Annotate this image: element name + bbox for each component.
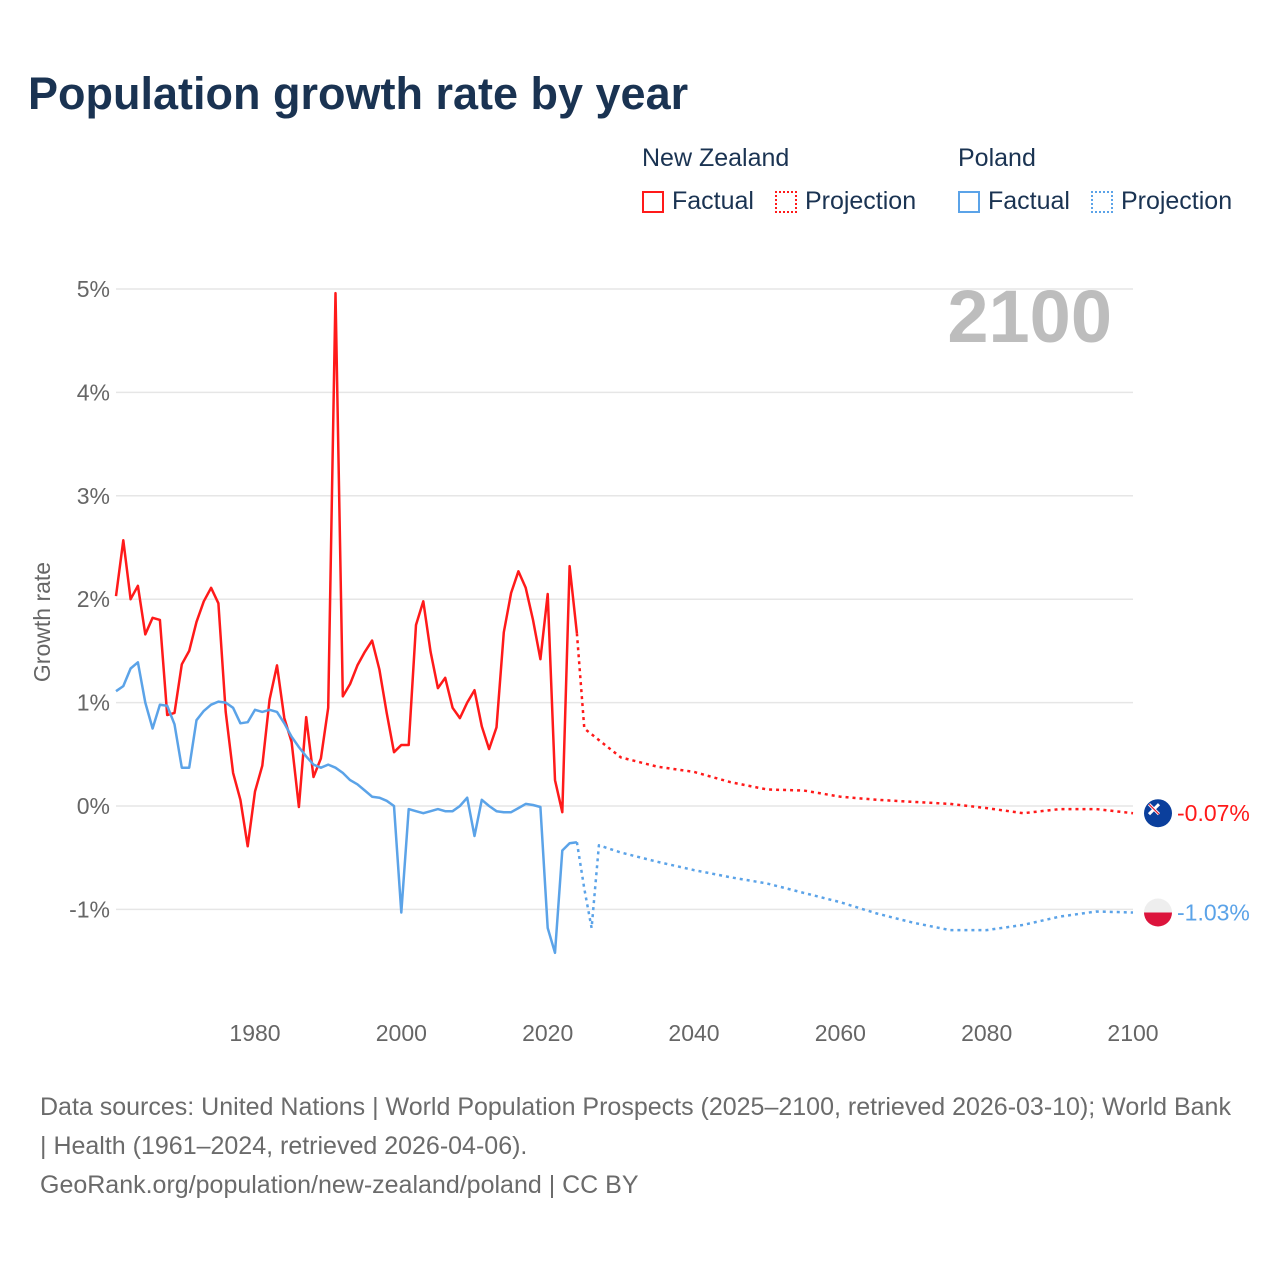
legend-pl-projection[interactable]: Projection: [1090, 187, 1233, 216]
y-tick-label: 4%: [77, 379, 110, 405]
solid-swatch-icon: [958, 190, 980, 213]
x-tick-label: 2100: [1107, 1020, 1158, 1046]
x-tick-label: 2080: [961, 1020, 1012, 1046]
poland-flag-icon: [1144, 898, 1172, 927]
y-tick-label: 2%: [77, 586, 110, 612]
legend-label: Projection: [804, 187, 917, 215]
dotted-swatch-icon: [774, 190, 797, 213]
x-tick-label: 2040: [668, 1020, 719, 1046]
source-link[interactable]: GeoRank.org/population/new-zealand/polan…: [40, 1171, 639, 1199]
x-tick-label: 2020: [522, 1020, 573, 1046]
end-value-label: -1.03%: [1177, 900, 1250, 926]
y-axis-title: Growth rate: [29, 562, 55, 682]
legend-nz-projection[interactable]: Projection: [774, 187, 917, 216]
legend-poland: Poland Factual Projection: [958, 144, 1232, 220]
poland-factual-line: [115, 661, 578, 955]
poland-projection-line: [575, 842, 1134, 932]
y-tick-label: 1%: [77, 690, 110, 716]
dotted-swatch-icon: [1090, 190, 1113, 213]
legend-pl-factual[interactable]: Factual: [958, 187, 1070, 216]
legend-group-label: New Zealand: [642, 144, 790, 172]
legend-group-label: Poland: [958, 144, 1036, 172]
new-zealand-factual-line: [114, 291, 579, 848]
legend-label: Factual: [672, 187, 754, 215]
y-tick-label: 5%: [77, 276, 110, 302]
solid-swatch-icon: [642, 190, 664, 213]
legend-new-zealand: New Zealand Factual Projection: [642, 144, 930, 220]
chart-title: Population growth rate by year: [28, 68, 689, 119]
x-tick-label: 2060: [815, 1020, 866, 1046]
legend-label: Projection: [1120, 187, 1233, 215]
y-tick-label: -1%: [69, 896, 110, 922]
new-zealand-flag-icon: [1144, 799, 1172, 828]
year-label: 2100: [947, 275, 1112, 358]
x-tick-label: 2000: [376, 1020, 427, 1046]
y-tick-label: 0%: [77, 793, 110, 819]
new-zealand-projection-line: [575, 633, 1134, 815]
legend-label: Factual: [988, 187, 1070, 215]
legend-nz-factual[interactable]: Factual: [642, 187, 754, 216]
x-tick-label: 1980: [229, 1020, 280, 1046]
data-sources: Data sources: United Nations | World Pop…: [40, 1093, 1231, 1160]
y-tick-label: 3%: [77, 483, 110, 509]
end-value-label: -0.07%: [1177, 800, 1250, 826]
footer: Data sources: United Nations | World Pop…: [40, 1088, 1240, 1205]
